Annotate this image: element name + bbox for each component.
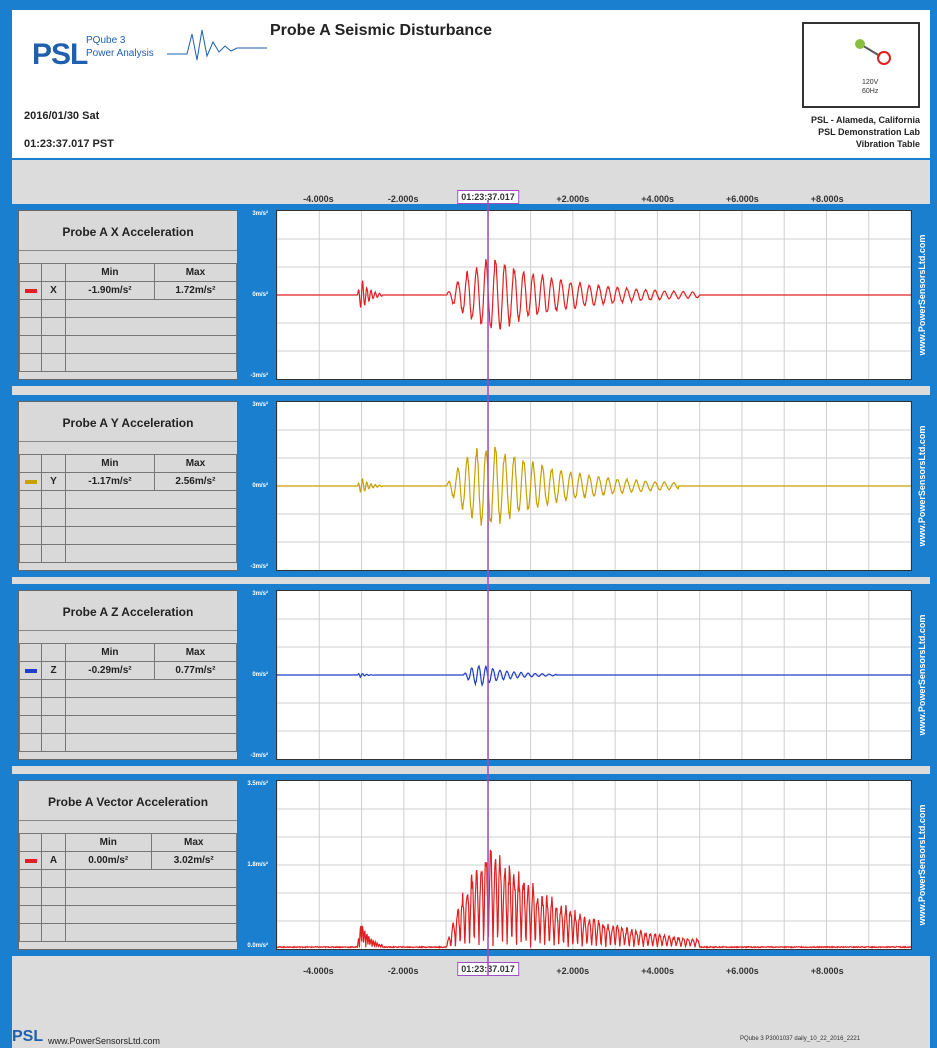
legend-swatch-icon [24, 859, 37, 863]
x-tick-label: +2.000s [556, 194, 590, 204]
chart-panel-y: Probe A Y Acceleration Min Max Y -1.17m/… [12, 395, 930, 577]
stats-table: Min Max A 0.00m/s² 3.02m/s² [19, 833, 237, 942]
y-tick-label: 3.5m/s² [247, 781, 268, 787]
x-tick-label: +4.000s [641, 194, 674, 204]
stats-table: Min Max Y -1.17m/s² 2.56m/s² [19, 454, 238, 563]
location-block: PSL - Alameda, California PSL Demonstrat… [811, 114, 920, 150]
y-tick-label: 3m/s² [252, 591, 268, 597]
x-tick-label: +2.000s [556, 966, 590, 976]
x-tick-label: +6.000s [725, 194, 759, 204]
x-tick-label: +6.000s [725, 966, 759, 976]
footer-url[interactable]: www.PowerSensorsLtd.com [48, 1036, 161, 1046]
panel-title: Probe A Y Acceleration [19, 402, 237, 442]
psl-logo: PSL [32, 38, 88, 71]
stats-header-row: Min Max [19, 454, 238, 473]
panel-title: Probe A Z Acceleration [19, 591, 237, 631]
plot-area[interactable] [276, 590, 912, 760]
plot-svg [277, 211, 911, 379]
series-line-y [277, 446, 911, 526]
stats-table: Min Max Z -0.29m/s² 0.77m/s² [19, 643, 238, 752]
empty-row [19, 715, 237, 734]
x-tick-label: -2.000s [387, 966, 419, 976]
plot-area[interactable] [276, 210, 912, 380]
y-tick-label: -3m/s² [250, 753, 268, 759]
panel-info: Probe A X Acceleration Min Max X -1.90m/… [18, 210, 238, 380]
connection-frequency: 60Hz [862, 88, 879, 95]
location-line-2: PSL Demonstration Lab [818, 127, 920, 137]
stats-row: X -1.90m/s² 1.72m/s² [19, 281, 238, 300]
connection-diagram: 120V 60Hz [802, 22, 920, 108]
panel-info: Probe A Y Acceleration Min Max Y -1.17m/… [18, 401, 238, 571]
product-name: PQube 3 Power Analysis [86, 34, 154, 60]
stats-table: Min Max X -1.90m/s² 1.72m/s² [19, 263, 238, 372]
product-line-1: PQube 3 [86, 35, 126, 46]
y-tick-label: 0.0m/s² [247, 943, 268, 949]
x-tick-label: -2.000s [387, 194, 419, 204]
footer-filename: PQube 3 P3001037 daily_10_22_2016_2221 [740, 1036, 861, 1042]
connection-icon [855, 39, 891, 65]
y-tick-label: 0m/s² [252, 672, 268, 678]
empty-row [19, 733, 237, 752]
report-time: 01:23:37.017 PST [24, 138, 114, 150]
y-tick-label: -3m/s² [250, 564, 268, 570]
panel-title: Probe A Vector Acceleration [19, 781, 237, 821]
y-axis: 3m/s² 0m/s² -3m/s² [240, 590, 270, 760]
connection-label: 120V 60Hz [862, 78, 878, 96]
empty-row [19, 887, 237, 906]
empty-row [19, 317, 237, 336]
chart-panel-x: Probe A X Acceleration Min Max X -1.90m/… [12, 204, 930, 386]
plot-area[interactable] [276, 401, 912, 571]
series-line-x [277, 258, 911, 330]
legend-swatch-icon [24, 669, 37, 673]
series-line-a [277, 849, 911, 949]
y-tick-label: -3m/s² [250, 373, 268, 379]
plot-svg [277, 402, 911, 570]
y-tick-label: 0m/s² [252, 292, 268, 298]
product-line-2: Power Analysis [86, 48, 154, 59]
y-tick-label: 1.8m/s² [247, 862, 268, 868]
y-axis: 3.5m/s² 1.8m/s² 0.0m/s² [240, 780, 270, 950]
empty-row [19, 526, 237, 545]
report-title: Probe A Seismic Disturbance [270, 22, 492, 39]
stats-row: Y -1.17m/s² 2.56m/s² [19, 472, 238, 491]
y-tick-label: 0m/s² [252, 483, 268, 489]
legend-swatch-icon [24, 289, 37, 293]
x-tick-label: -4.000s [303, 966, 334, 976]
empty-row [19, 923, 237, 942]
plot-area[interactable] [276, 780, 912, 950]
plot-svg [277, 781, 911, 949]
panel-title: Probe A X Acceleration [19, 211, 237, 251]
footer-logo: PSL [12, 1028, 44, 1045]
y-axis: 3m/s² 0m/s² -3m/s² [240, 210, 270, 380]
chart-panel-a: Probe A Vector Acceleration Min Max A 0.… [12, 774, 930, 956]
series-line-z [277, 664, 911, 688]
report-date: 2016/01/30 Sat [24, 110, 100, 122]
empty-row [19, 544, 237, 563]
chart-panel-z: Probe A Z Acceleration Min Max Z -0.29m/… [12, 584, 930, 766]
report-header: PSL PQube 3 Power Analysis Probe A Seism… [12, 10, 930, 160]
empty-row [19, 353, 237, 372]
panel-info: Probe A Z Acceleration Min Max Z -0.29m/… [18, 590, 238, 760]
y-tick-label: 3m/s² [252, 402, 268, 408]
legend-swatch-icon [24, 480, 37, 484]
y-axis: 3m/s² 0m/s² -3m/s² [240, 401, 270, 571]
x-tick-label: +8.000s [810, 966, 844, 976]
x-tick-label: -4.000s [303, 194, 334, 204]
x-tick-label: +8.000s [810, 194, 844, 204]
panel-info: Probe A Vector Acceleration Min Max A 0.… [18, 780, 238, 950]
y-tick-label: 3m/s² [252, 211, 268, 217]
location-line-3: Vibration Table [855, 139, 920, 149]
connection-voltage: 120V [862, 79, 879, 86]
location-line-1: PSL - Alameda, California [810, 115, 920, 125]
waveform-logo-icon [167, 29, 267, 61]
stats-row: A 0.00m/s² 3.02m/s² [19, 851, 237, 870]
x-tick-label: +4.000s [641, 966, 674, 976]
empty-row [19, 299, 237, 318]
empty-row [19, 905, 237, 924]
